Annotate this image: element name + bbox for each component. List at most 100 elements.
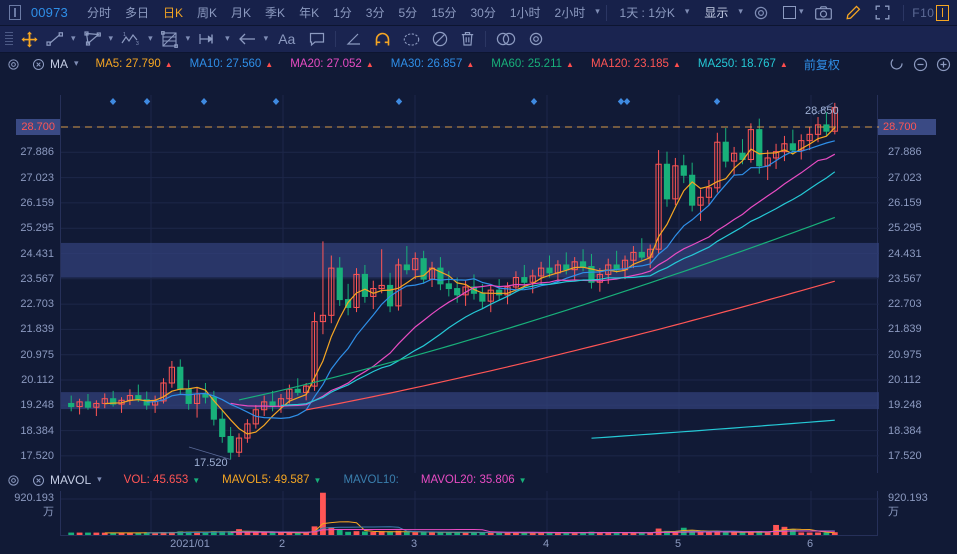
wave-count-icon[interactable]: 1 3 [121,31,141,47]
pencil-edit-icon[interactable] [846,5,861,20]
trend-line-caret[interactable]: ▾ [71,32,76,43]
panel-layout-icon[interactable] [9,5,21,20]
vol-legend-item-1[interactable]: MAVOL5: 49.587 ▼ [222,474,321,486]
period-tab-8[interactable]: 3分 [365,6,385,20]
period-more-caret[interactable]: ▾ [595,6,600,16]
vol-settings-gear-icon[interactable] [7,474,20,487]
magnet-icon[interactable] [374,32,391,47]
angle-tool-icon[interactable] [346,32,362,46]
period-tab-7[interactable]: 1分 [333,6,352,20]
price-tick-left-6: 22.703 [20,298,54,311]
stock-code[interactable]: 00973 [30,5,68,20]
crosshair-move-icon[interactable] [21,31,38,48]
camera-icon[interactable] [815,5,833,20]
zoom-out-icon[interactable] [913,57,928,72]
ma-settings-gear-icon[interactable] [7,58,20,71]
vol-values-list: VOL: 45.653 ▼ MAVOL5: 49.587 ▼ MAVOL10: MAVOL… [102,474,527,486]
price-tick-left-11: 18.384 [20,424,54,437]
ma-legend-item-6[interactable]: MA250: 18.767 ▲ [698,58,788,70]
ma-legend-item-1[interactable]: MA10: 27.560 ▲ [190,58,274,70]
multi-period-selector[interactable]: 1天 : 1分K [619,6,675,20]
period-tab-1[interactable]: 多日 [124,6,149,20]
period-tab-0[interactable]: 分时 [86,6,111,20]
period-tabs: 分时 多日 日K 周K 月K 季K 年K 1分 3分 5分 15分 30分 1小时 2小时 [80,4,592,21]
layout-square-icon[interactable] [782,6,796,19]
time-label-3: 4 [542,538,550,550]
arrow-caret[interactable]: ▾ [263,32,269,43]
ma-legend-item-5[interactable]: MA120: 23.185 ▲ [591,58,681,70]
ma-indicator-name[interactable]: MA [50,57,68,71]
ma-trend-arrow-6: ▲ [779,59,788,69]
wave-count-caret[interactable]: ▾ [148,32,153,43]
volume-plot[interactable] [60,491,879,536]
layout-caret[interactable]: ▾ [798,6,804,16]
ma-legend-item-3[interactable]: MA30: 26.857 ▲ [391,58,475,70]
volume-unit-left: 万 [43,506,54,518]
zoom-in-icon[interactable] [936,57,951,72]
vol-indicator-caret[interactable]: ▾ [97,473,102,484]
fib-box-caret[interactable]: ▾ [185,32,191,43]
period-tab-2[interactable]: 日K [163,6,184,20]
measure-caret[interactable]: ▾ [225,32,230,43]
period-tab-4[interactable]: 月K [231,6,252,20]
top-toolbar: 00973 分时 多日 日K 周K 月K 季K 年K 1分 3分 5分 15分 30分 1小时 2小时 ▾… [0,0,957,26]
comment-bubble-icon[interactable] [309,32,325,47]
f10-button[interactable]: F10 [912,5,935,20]
fib-box-icon[interactable] [160,30,179,48]
ma-indicator-caret[interactable]: ▾ [74,57,79,68]
volume-axis-right: 920.193 万 [888,491,957,519]
chart-container[interactable]: 28.700 27.886 27.023 26.159 25.295 24.431 23.… [0,75,957,554]
link-objects-icon[interactable] [496,32,516,46]
price-plot[interactable]: 28.850 17.520 [60,95,879,473]
divider [903,4,905,21]
volume-max-left: 920.193 [14,492,54,504]
hide-drawings-icon[interactable] [432,31,448,47]
lock-drawings-icon[interactable] [403,32,420,47]
time-label-0: 2021/01 [170,538,210,550]
ma-legend-label-4: MA60: 25.211 [491,58,563,70]
vol-trend-arrow-1: ▼ [313,475,322,485]
vol-legend-item-0[interactable]: VOL: 45.653 ▼ [124,474,201,486]
trend-line-icon[interactable] [46,31,64,47]
display-menu-caret[interactable]: ▾ [738,6,743,16]
ma-close-icon[interactable] [32,58,45,71]
polygon-caret[interactable]: ▾ [108,32,114,43]
period-tab-5[interactable]: 季K [265,6,286,20]
period-tab-10[interactable]: 15分 [431,6,457,20]
display-menu[interactable]: 显示 [704,6,729,20]
arrow-left-icon[interactable] [238,32,257,46]
vol-close-icon[interactable] [32,474,45,487]
undo-icon[interactable] [890,57,905,72]
text-tool-icon[interactable]: Aa [278,31,296,47]
drag-grip[interactable] [5,31,13,47]
sidebar-toggle-icon[interactable] [936,4,949,21]
price-tick-right-3: 25.295 [888,222,922,235]
adjust-mode-label[interactable]: 前复权 [803,57,840,72]
ma-legend-item-4[interactable]: MA60: 25.211 ▲ [491,58,574,70]
ma-legend-item-0[interactable]: MA5: 27.790 ▲ [96,58,173,70]
period-tab-6[interactable]: 年K [299,6,320,20]
measure-range-icon[interactable] [198,32,218,46]
settings-gear-icon[interactable] [753,5,769,21]
price-tick-left-9: 20.112 [21,374,54,386]
polygon-shape-icon[interactable] [83,31,102,47]
multi-period-caret[interactable]: ▾ [684,6,690,16]
delete-drawings-icon[interactable] [460,31,475,47]
current-price-tag-right: 28.700 [878,119,936,135]
period-tab-9[interactable]: 5分 [398,6,418,20]
price-tick-right-0: 27.886 [888,146,922,159]
volume-axis-left: 920.193 万 [0,491,60,519]
vol-legend-item-3[interactable]: MAVOL20: 35.806 ▼ [421,474,527,486]
vol-indicator-name[interactable]: MAVOL [50,473,92,487]
period-tab-11[interactable]: 30分 [470,6,496,20]
fullscreen-icon[interactable] [875,5,890,20]
price-tick-left-7: 21.839 [20,323,54,336]
period-low-annotation: 17.520 [194,457,228,469]
ma-legend-item-2[interactable]: MA20: 27.052 ▲ [290,58,374,70]
period-tab-3[interactable]: 周K [197,6,218,20]
price-tick-right-4: 24.431 [888,247,922,260]
vol-legend-item-2[interactable]: MAVOL10: [343,474,398,486]
drawing-settings-gear-icon[interactable] [528,31,544,47]
period-tab-13[interactable]: 2小时 [554,6,586,20]
period-tab-12[interactable]: 1小时 [509,6,541,20]
